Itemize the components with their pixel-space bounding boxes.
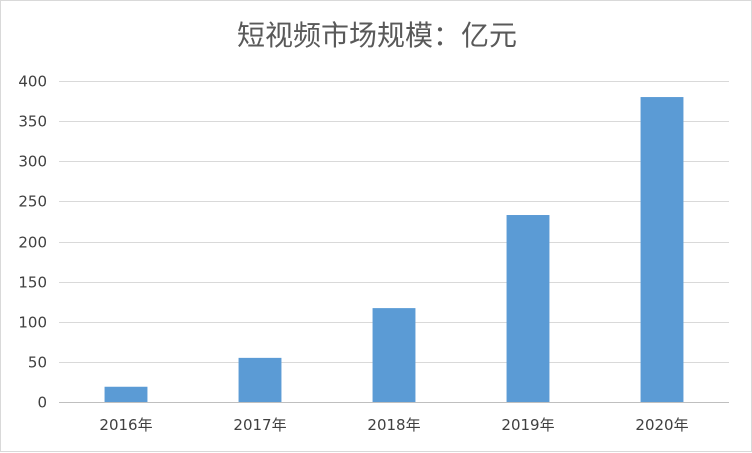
y-tick-label: 100 [18,314,47,332]
x-tick-label: 2019年 [501,416,554,434]
x-tick-label: 2020年 [635,416,688,434]
y-tick-label: 250 [18,193,47,211]
bar [506,215,550,402]
y-tick-label: 150 [18,274,47,292]
x-axis-tick-labels: 2016年 2017年 2018年 2019年 2020年 [99,416,688,434]
y-axis-tick-labels: 0 50 100 150 200 250 300 350 400 [18,73,47,412]
y-tick-label: 300 [18,153,47,171]
y-tick-label: 400 [18,73,47,91]
gridlines [59,81,729,403]
bars [104,97,684,403]
bar [104,386,148,402]
bar [238,357,282,402]
y-tick-label: 350 [18,113,47,131]
x-tick-label: 2016年 [99,416,152,434]
y-tick-label: 50 [28,354,47,372]
y-tick-label: 200 [18,234,47,252]
x-tick-label: 2017年 [233,416,286,434]
chart-title: 短视频市场规模：亿元 [237,19,517,52]
x-tick-label: 2018年 [367,416,420,434]
y-tick-label: 0 [37,394,47,412]
bar [372,308,416,402]
bar [640,97,684,403]
